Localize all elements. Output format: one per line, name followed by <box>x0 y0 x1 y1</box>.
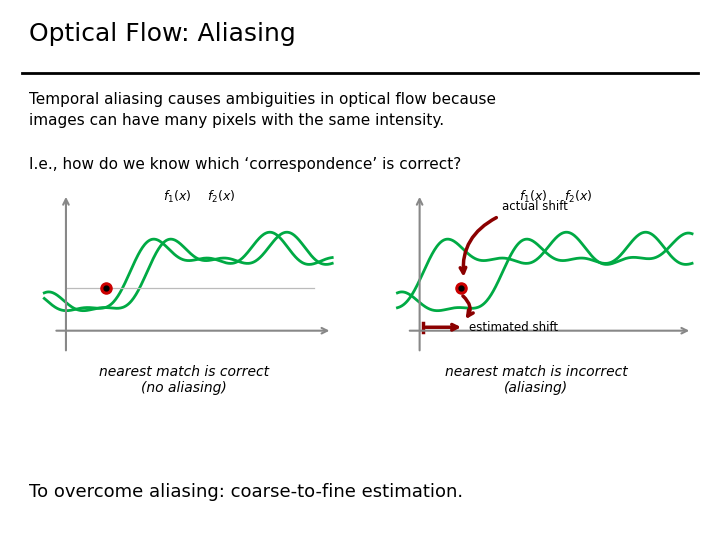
Text: actual shift: actual shift <box>502 200 568 213</box>
Text: estimated shift: estimated shift <box>469 321 558 334</box>
Text: $f_1(x)$: $f_1(x)$ <box>519 188 548 205</box>
Text: Optical Flow: Aliasing: Optical Flow: Aliasing <box>29 22 295 45</box>
Text: $f_2(x)$: $f_2(x)$ <box>207 188 235 205</box>
Text: To overcome aliasing: coarse-to-fine estimation.: To overcome aliasing: coarse-to-fine est… <box>29 483 463 501</box>
Text: $f_1(x)$: $f_1(x)$ <box>163 188 192 205</box>
Text: nearest match is incorrect
(aliasing): nearest match is incorrect (aliasing) <box>445 364 628 395</box>
Text: I.e., how do we know which ‘correspondence’ is correct?: I.e., how do we know which ‘corresponden… <box>29 157 461 172</box>
Text: Temporal aliasing causes ambiguities in optical flow because
images can have man: Temporal aliasing causes ambiguities in … <box>29 92 496 128</box>
Text: nearest match is correct
(no aliasing): nearest match is correct (no aliasing) <box>99 364 269 395</box>
Text: $f_2(x)$: $f_2(x)$ <box>564 188 593 205</box>
